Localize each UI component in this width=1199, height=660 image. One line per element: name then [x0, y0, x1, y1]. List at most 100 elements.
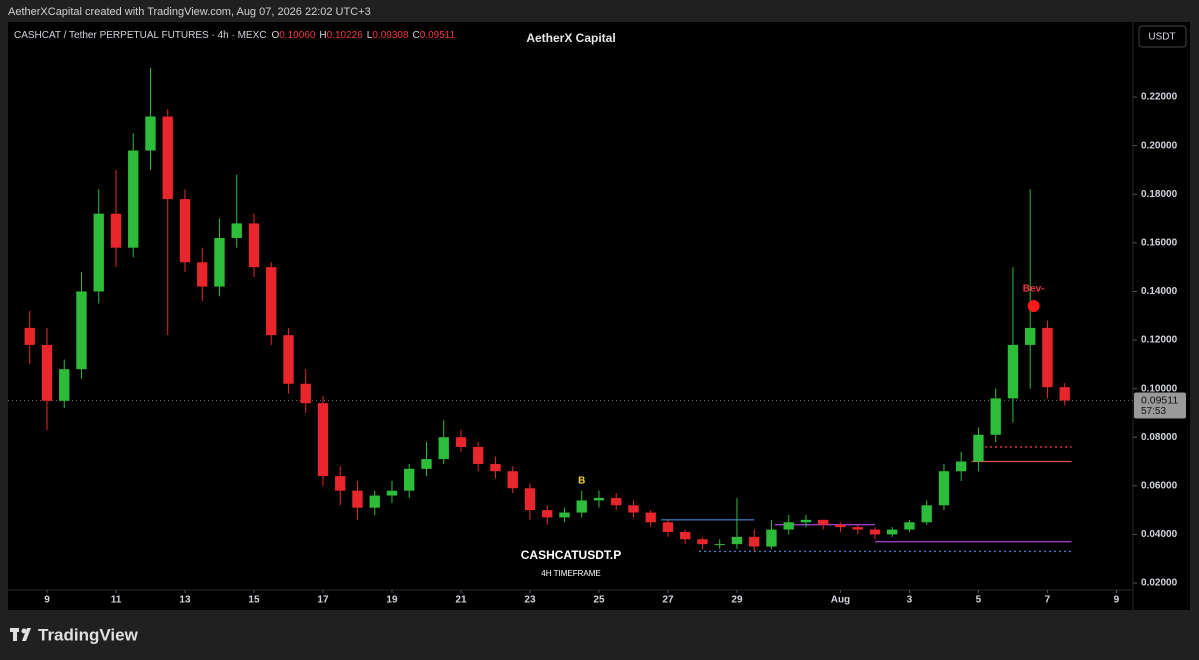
candle-body: [266, 267, 277, 336]
x-tick-label: 17: [317, 595, 329, 606]
ohlc-value: 0.10226: [327, 30, 364, 41]
candle-body: [766, 529, 777, 547]
candle-body: [938, 471, 950, 506]
ohlc-key: C: [413, 30, 420, 41]
candle-body: [145, 116, 156, 151]
x-tick-label: 5: [976, 595, 982, 606]
candle-body: [576, 500, 587, 513]
candle-body: [818, 519, 829, 525]
currency: USDT: [1148, 32, 1175, 43]
candle-body: [1042, 327, 1053, 388]
candle-body: [386, 490, 398, 496]
y-tick-label: 0.10000: [1141, 383, 1178, 394]
currency-box[interactable]: [1138, 25, 1187, 48]
candle-body: [800, 519, 812, 523]
y-tick-label: 0.02000: [1141, 578, 1178, 589]
candle-body: [438, 437, 449, 460]
ohlc-value: 0.09511: [420, 30, 456, 41]
y-tick-label: 0.22000: [1141, 92, 1178, 103]
candle-body: [714, 544, 725, 546]
candle-body: [421, 459, 432, 469]
candle-body: [231, 223, 242, 238]
candle-body: [852, 527, 863, 530]
y-tick-label: 0.20000: [1141, 140, 1178, 151]
x-tick-label: 25: [593, 595, 605, 606]
candle-body: [662, 522, 674, 532]
candle-body: [1007, 344, 1019, 399]
candle-body: [59, 369, 70, 401]
x-tick-label: 7: [1045, 595, 1051, 606]
y-tick-label: 0.06000: [1141, 480, 1178, 491]
plot: 0.02000 0.04000 0.06000 0.08000 0.10000 0.120…: [8, 67, 1186, 606]
candle-body: [680, 531, 691, 540]
candle-body: [335, 476, 346, 491]
x-tick-label: 27: [662, 595, 674, 606]
candle-body: [455, 437, 467, 447]
candle-body: [611, 497, 622, 506]
annotation: Bev-: [1023, 284, 1045, 295]
candle-body: [956, 461, 967, 472]
x-tick-label: 21: [455, 595, 467, 606]
y-tick-label: 0.04000: [1141, 529, 1178, 540]
candle-body: [783, 522, 794, 530]
candle-body: [628, 505, 639, 513]
candle-body: [214, 237, 225, 287]
candle-body: [542, 510, 553, 518]
candle-body: [869, 529, 881, 535]
candle-body: [731, 536, 743, 545]
annotation: B: [578, 476, 585, 487]
ohlc-value: 0.10060: [279, 30, 316, 41]
candle-body: [973, 434, 984, 462]
x-tick-label: Aug: [831, 595, 850, 606]
candle-body: [473, 446, 484, 464]
watermark-sub: 4H TIMEFRAME: [541, 569, 600, 578]
candle-body: [904, 522, 915, 530]
candle-body: [93, 213, 104, 292]
candle-body: [300, 383, 311, 404]
candle-body: [248, 223, 260, 268]
candle-body: [110, 213, 122, 248]
watermark: CASHCATUSDT.P: [521, 548, 621, 562]
candle-body: [645, 512, 656, 523]
candle-body: [369, 495, 380, 508]
x-tick-label: 9: [44, 595, 50, 606]
symbol: CASHCAT / Tether PERPETUAL FUTURES · 4h …: [14, 30, 266, 41]
chart-title: AetherX Capital: [526, 31, 615, 45]
y-tick-label: 0.08000: [1141, 432, 1178, 443]
x-tick-label: 15: [248, 595, 260, 606]
candle-body: [593, 497, 605, 501]
candle-body: [921, 505, 932, 523]
last-price-label: 0.09511: [1141, 394, 1178, 406]
candle-body: [835, 524, 846, 528]
x-tick-label: 13: [179, 595, 191, 606]
brand: TradingView: [38, 625, 139, 644]
candle-body: [1025, 327, 1036, 345]
x-tick-label: 29: [731, 595, 743, 606]
brand-logo: [10, 628, 31, 641]
candle-body: [749, 536, 760, 547]
last-price-tag: [1134, 392, 1186, 419]
candle-body: [887, 529, 898, 535]
top-bar: AetherXCapital created with TradingView.…: [8, 6, 371, 18]
ohlc-key: L: [367, 30, 373, 41]
candle-body: [697, 539, 708, 545]
x-tick-label: 19: [386, 595, 398, 606]
candle-body: [990, 398, 1001, 435]
candle-body: [162, 116, 173, 200]
candle-body: [283, 335, 294, 384]
candle-body: [352, 490, 363, 508]
x-tick-label: 11: [111, 595, 122, 606]
y-tick-label: 0.18000: [1141, 189, 1178, 200]
candle-body: [404, 468, 415, 491]
candle-body: [507, 471, 518, 489]
candle-body: [76, 291, 87, 370]
ohlc-key: O: [271, 30, 279, 41]
candle-body: [1059, 387, 1070, 401]
ohlc-key: H: [319, 30, 326, 41]
candle-body: [179, 199, 191, 263]
chart-pane: [8, 22, 1190, 610]
y-tick-label: 0.14000: [1141, 286, 1178, 297]
symbol-header: CASHCAT / Tether PERPETUAL FUTURES · 4h …: [14, 30, 456, 41]
